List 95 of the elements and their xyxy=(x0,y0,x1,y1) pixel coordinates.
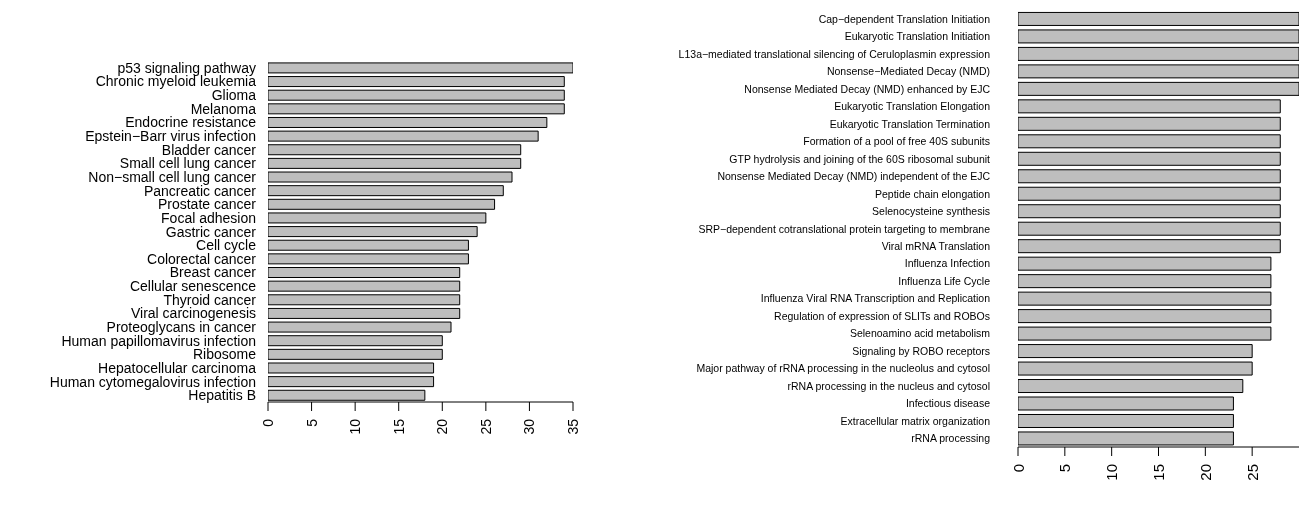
y-tick-label: Cell cycle xyxy=(196,237,257,254)
x-tick-label: 5 xyxy=(1056,464,1074,473)
bar xyxy=(268,212,487,224)
bar xyxy=(268,294,461,306)
y-tick-label: Eukaryotic Translation Elongation xyxy=(834,100,991,113)
bar xyxy=(268,198,496,210)
y-tick-label: GTP hydrolysis and joining of the 60S ribosomal subunit xyxy=(729,152,991,165)
y-tick-label: Gastric cancer xyxy=(165,223,257,240)
bar xyxy=(1018,116,1281,131)
bar xyxy=(268,185,504,197)
y-tick-label: Human cytomegalovirus infection xyxy=(49,373,256,390)
y-tick-label: Endocrine resistance xyxy=(125,114,257,131)
y-tick-label: Small cell lung cancer xyxy=(119,155,257,172)
y-tick-label: Cap−dependent Translation Initiation xyxy=(818,12,991,25)
x-tick-label: 25 xyxy=(1243,464,1261,481)
x-tick-label: 10 xyxy=(1103,464,1121,481)
y-tick-label: Extracellular matrix organization xyxy=(840,414,991,427)
bar xyxy=(1018,134,1281,149)
y-tick-label: Nonsense Mediated Decay (NMD) independent of the EJC xyxy=(717,170,991,183)
y-tick-label: Hepatitis B xyxy=(188,387,256,404)
bar xyxy=(1018,344,1253,359)
bar xyxy=(268,239,469,251)
bar xyxy=(1018,221,1281,236)
bar xyxy=(268,348,443,360)
bar xyxy=(1018,309,1272,324)
y-tick-label: Viral mRNA Translation xyxy=(881,239,991,252)
y-tick-label: Regulation of expression of SLITs and ROBOs xyxy=(774,309,990,322)
bar xyxy=(268,376,435,388)
bar xyxy=(268,362,435,374)
x-tick-label: 25 xyxy=(477,418,494,435)
x-tick-label: 20 xyxy=(1196,464,1214,481)
y-tick-label: Breast cancer xyxy=(169,264,257,281)
y-tick-label: rRNA processing xyxy=(911,432,991,445)
bar xyxy=(268,307,461,319)
y-tick-label: Peptide chain elongation xyxy=(874,187,991,200)
bar xyxy=(268,226,478,238)
bar xyxy=(1018,379,1244,394)
y-tick-label: Influenza Viral RNA Transcription and Replication xyxy=(760,292,991,305)
y-tick-label: SRP−dependent cotranslational protein targeting to membrane xyxy=(698,222,991,235)
x-tick-label: 0 xyxy=(1009,464,1027,473)
bar xyxy=(1018,151,1281,166)
x-tick-label: 15 xyxy=(390,418,407,435)
bar xyxy=(1018,274,1272,289)
bar xyxy=(1018,99,1281,114)
bar xyxy=(1018,396,1234,411)
y-tick-label: Eukaryotic Translation Initiation xyxy=(844,30,991,43)
bar xyxy=(268,253,469,265)
y-tick-label: Influenza Infection xyxy=(904,257,991,270)
bar xyxy=(1018,81,1299,96)
x-tick-label: 20 xyxy=(434,418,451,435)
y-tick-label: Nonsense Mediated Decay (NMD) enhanced by EJC xyxy=(744,82,991,95)
bar xyxy=(268,267,461,279)
bar xyxy=(1018,186,1281,201)
bar xyxy=(1018,326,1272,341)
y-tick-label: Major pathway of rRNA processing in the nucleolus and cytosol xyxy=(696,362,990,375)
y-tick-label: Formation of a pool of free 40S subunits xyxy=(803,135,990,148)
bar xyxy=(268,335,443,347)
y-tick-label: Selenoamino acid metabolism xyxy=(849,327,991,340)
bar xyxy=(268,62,573,74)
y-tick-label: Selenocysteine synthesis xyxy=(872,205,990,218)
bar xyxy=(1018,64,1299,79)
y-tick-label: Signaling by ROBO receptors xyxy=(852,344,990,357)
y-tick-label: Eukaryotic Translation Termination xyxy=(829,117,991,130)
bar xyxy=(268,130,539,142)
bar xyxy=(1018,413,1234,428)
bar xyxy=(1018,169,1281,184)
bar xyxy=(268,103,565,115)
x-tick-label: 35 xyxy=(565,418,581,435)
bar xyxy=(1018,256,1272,271)
bar xyxy=(268,157,522,169)
bar xyxy=(268,321,452,333)
y-tick-label: Infectious disease xyxy=(905,397,991,410)
x-tick-label: 30 xyxy=(521,418,538,435)
y-tick-label: Influenza Life Cycle xyxy=(898,274,991,287)
y-tick-label: rRNA processing in the nucleus and cytosol xyxy=(787,379,990,392)
bar xyxy=(268,280,461,292)
bar xyxy=(1018,29,1299,44)
bar xyxy=(268,144,522,156)
bar xyxy=(1018,361,1253,376)
x-tick-label: 15 xyxy=(1150,464,1167,481)
bar xyxy=(1018,291,1272,306)
bar xyxy=(268,171,513,183)
y-tick-label: L13a−mediated translational silencing of Ceruloplasmin expression xyxy=(678,47,991,60)
bar xyxy=(1018,46,1299,61)
bar xyxy=(268,116,548,128)
bar xyxy=(268,76,565,88)
y-tick-label: p53 signaling pathway xyxy=(117,59,256,76)
x-tick-label: 0 xyxy=(260,418,276,427)
x-tick-label: 5 xyxy=(303,418,320,427)
bar xyxy=(1018,239,1281,254)
bar xyxy=(268,89,565,101)
bar xyxy=(1018,11,1299,26)
x-tick-label: 10 xyxy=(347,418,364,435)
bar xyxy=(1018,204,1281,219)
y-tick-label: Nonsense−Mediated Decay (NMD) xyxy=(826,65,990,78)
